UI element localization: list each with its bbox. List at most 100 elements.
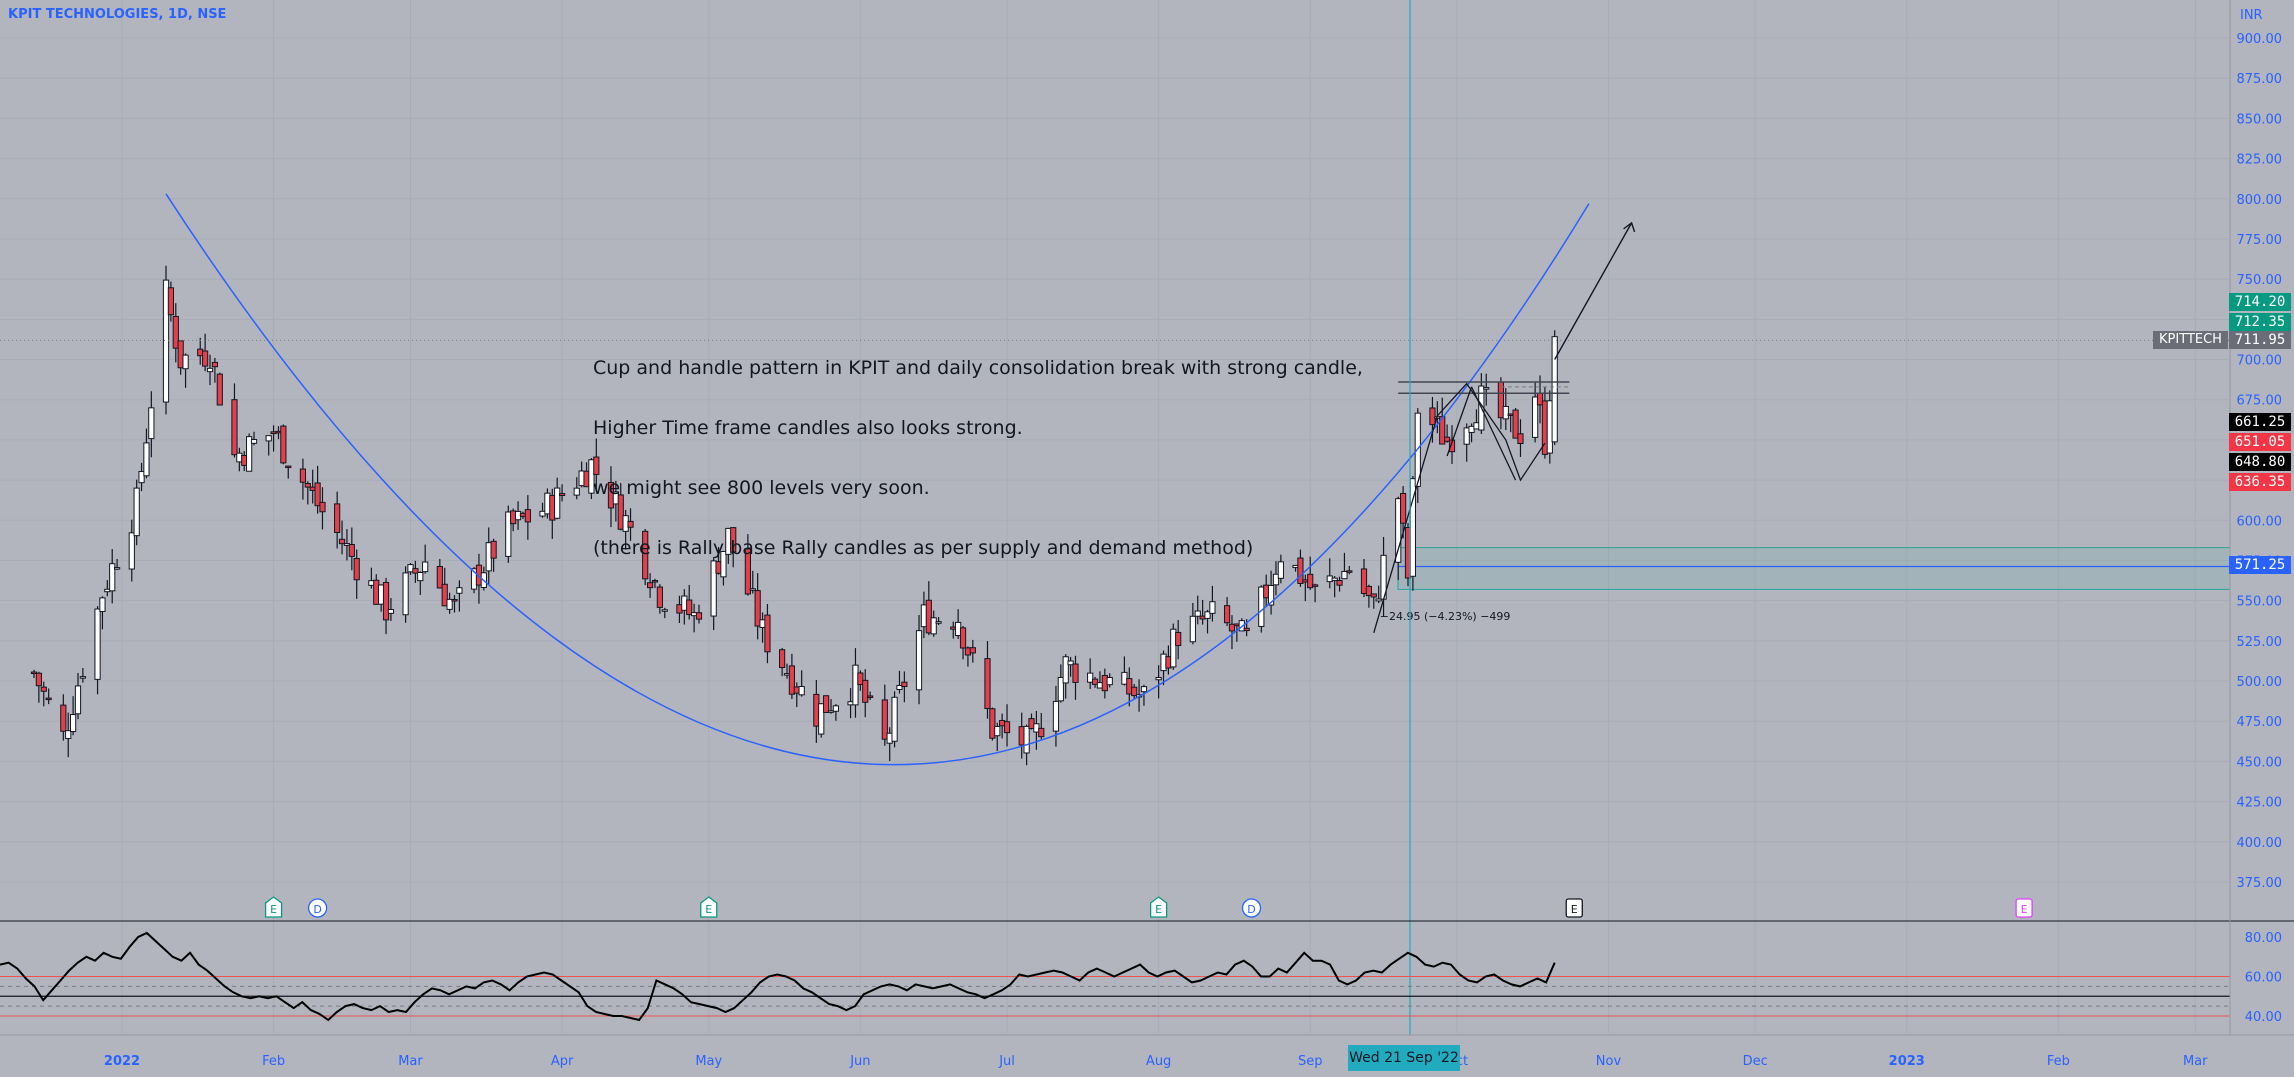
candle bbox=[959, 627, 967, 649]
time-tick-label: May bbox=[695, 1054, 722, 1069]
candle bbox=[788, 665, 795, 695]
candle bbox=[593, 456, 600, 475]
time-tick-label: Mar bbox=[398, 1054, 423, 1069]
event-marker-earnings-upcoming[interactable]: E bbox=[1565, 898, 1583, 918]
event-badge-label: D bbox=[1247, 903, 1255, 916]
candle bbox=[348, 544, 355, 557]
candle bbox=[1370, 593, 1377, 598]
candle bbox=[206, 367, 214, 373]
price-tick-label: 425.00 bbox=[2237, 796, 2283, 811]
price-badge: 712.35 bbox=[2229, 313, 2291, 331]
candle bbox=[402, 572, 409, 616]
candle bbox=[1395, 498, 1402, 563]
crosshair-date-label: Wed 21 Sep '22 bbox=[1348, 1045, 1460, 1071]
time-tick-label: Feb bbox=[262, 1054, 285, 1069]
demand-zone[interactable] bbox=[1397, 547, 2231, 590]
candle bbox=[1297, 557, 1304, 584]
candle bbox=[867, 695, 874, 698]
candle bbox=[1131, 686, 1138, 697]
candle bbox=[1243, 627, 1250, 632]
candle bbox=[1331, 577, 1338, 581]
candle bbox=[490, 540, 497, 559]
symbol-title[interactable]: KPIT TECHNOLOGIES, 1D, NSE bbox=[8, 7, 227, 22]
event-marker-earnings[interactable]: E bbox=[700, 896, 718, 918]
candle bbox=[862, 679, 869, 703]
event-marker-dividend[interactable]: D bbox=[1241, 898, 1262, 918]
rsi-tick-label: 40.00 bbox=[2245, 1010, 2282, 1025]
event-marker-earnings[interactable]: E bbox=[264, 896, 283, 918]
candle bbox=[554, 487, 561, 519]
candle bbox=[353, 557, 360, 581]
event-badge-shape bbox=[307, 898, 328, 918]
candle bbox=[114, 567, 121, 570]
candle bbox=[99, 597, 106, 612]
candle bbox=[1336, 579, 1343, 586]
cup-curve[interactable] bbox=[165, 193, 1590, 766]
candle bbox=[695, 612, 703, 620]
event-badge-label: E bbox=[705, 903, 712, 916]
time-tick-label: 2023 bbox=[1889, 1054, 1925, 1069]
candle bbox=[1052, 700, 1060, 732]
price-badge: 571.25 bbox=[2229, 556, 2291, 574]
candle bbox=[304, 482, 311, 488]
candle bbox=[857, 672, 864, 686]
candle bbox=[573, 487, 580, 496]
candle bbox=[285, 465, 292, 469]
candle bbox=[1272, 573, 1280, 586]
candle bbox=[901, 681, 908, 688]
price-tick-label: 825.00 bbox=[2237, 153, 2283, 168]
annotation-text[interactable]: Cup and handle pattern in KPIT and daily… bbox=[593, 318, 1363, 598]
time-tick-label: Sep bbox=[1298, 1054, 1323, 1069]
price-badge: 661.25 bbox=[2229, 413, 2291, 431]
candle bbox=[1267, 584, 1275, 606]
price-tick-label: 400.00 bbox=[2237, 836, 2283, 851]
price-badge: 648.80 bbox=[2229, 453, 2291, 471]
candle bbox=[779, 649, 786, 669]
candle bbox=[60, 704, 67, 732]
event-marker-dividend[interactable]: D bbox=[307, 898, 328, 918]
candle bbox=[446, 598, 453, 610]
candle bbox=[881, 699, 888, 740]
candle bbox=[1194, 610, 1201, 617]
candle bbox=[1502, 405, 1509, 420]
candle bbox=[661, 609, 668, 612]
candle bbox=[417, 571, 424, 582]
time-tick-label: Nov bbox=[1596, 1054, 1622, 1069]
price-tick-label: 900.00 bbox=[2237, 32, 2283, 47]
candle bbox=[1091, 678, 1099, 685]
candle bbox=[441, 583, 448, 607]
event-marker-earnings-future[interactable]: E bbox=[2015, 898, 2033, 918]
candle bbox=[338, 538, 346, 545]
handle-zigzag[interactable] bbox=[1373, 382, 1546, 634]
time-tick-label: Jul bbox=[998, 1054, 1015, 1069]
price-tick-label: 850.00 bbox=[2237, 112, 2283, 127]
candle bbox=[1072, 663, 1079, 683]
candle bbox=[1448, 439, 1456, 453]
candle bbox=[167, 287, 174, 316]
candle bbox=[1439, 416, 1446, 445]
demand-zone-layer bbox=[1397, 547, 2231, 590]
candle bbox=[989, 708, 996, 739]
candle bbox=[1277, 561, 1284, 579]
candle bbox=[422, 561, 429, 573]
candle bbox=[1057, 676, 1064, 702]
candle bbox=[1238, 620, 1245, 632]
price-tick-label: 550.00 bbox=[2237, 595, 2283, 610]
price-tick-label: 700.00 bbox=[2237, 354, 2283, 369]
rsi-series-line[interactable] bbox=[0, 931, 1556, 1022]
candle bbox=[280, 425, 287, 464]
candle bbox=[558, 493, 566, 496]
candle bbox=[754, 590, 761, 627]
candle bbox=[133, 487, 140, 537]
event-marker-earnings[interactable]: E bbox=[1149, 896, 1168, 918]
candle bbox=[40, 686, 47, 692]
candle bbox=[1258, 586, 1265, 627]
projection-arrow[interactable] bbox=[1554, 222, 1633, 360]
candles-layer bbox=[30, 265, 1558, 766]
candle bbox=[524, 509, 531, 523]
candle bbox=[299, 468, 307, 483]
price-tick-label: 525.00 bbox=[2237, 635, 2283, 650]
